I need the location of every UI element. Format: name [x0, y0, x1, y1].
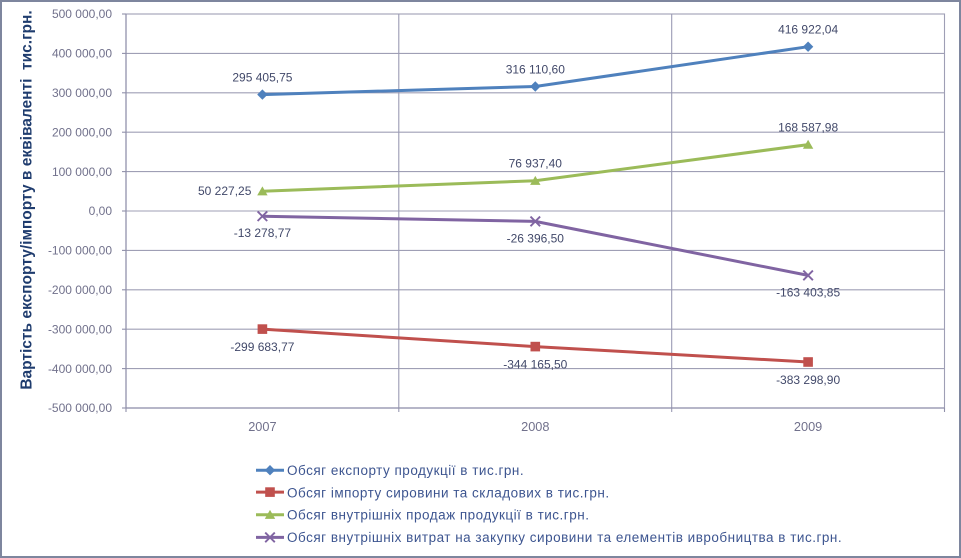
svg-text:500 000,00: 500 000,00	[52, 7, 112, 21]
svg-text:Обсяг внутрішніх продаж продук: Обсяг внутрішніх продаж продукції в тис.…	[287, 508, 589, 523]
svg-text:416 922,04: 416 922,04	[778, 23, 838, 37]
svg-text:-200 000,00: -200 000,00	[48, 283, 112, 297]
svg-text:316 110,60: 316 110,60	[506, 63, 565, 77]
svg-text:2008: 2008	[521, 419, 549, 434]
svg-text:76 937,40: 76 937,40	[509, 157, 563, 171]
svg-text:Вартість експорту/імпорту в ек: Вартість експорту/імпорту в еквіваленті …	[19, 10, 36, 389]
svg-text:168 587,98: 168 587,98	[778, 121, 838, 135]
svg-text:50 227,25: 50 227,25	[198, 184, 252, 198]
svg-text:400 000,00: 400 000,00	[52, 47, 112, 61]
svg-text:300 000,00: 300 000,00	[52, 86, 112, 100]
svg-text:-500 000,00: -500 000,00	[48, 401, 112, 415]
svg-text:200 000,00: 200 000,00	[52, 125, 112, 139]
svg-text:-400 000,00: -400 000,00	[48, 362, 112, 376]
svg-text:-300 000,00: -300 000,00	[48, 322, 112, 336]
svg-text:295 405,75: 295 405,75	[232, 71, 292, 85]
svg-text:-299 683,77: -299 683,77	[230, 340, 294, 354]
svg-text:-26 396,50: -26 396,50	[507, 231, 565, 245]
svg-text:-383 298,90: -383 298,90	[776, 373, 840, 387]
svg-text:2007: 2007	[248, 419, 276, 434]
svg-text:-344 165,50: -344 165,50	[503, 358, 567, 372]
svg-text:Обсяг експорту продукції в тис: Обсяг експорту продукції в тис.грн.	[287, 463, 524, 478]
svg-text:-163 403,85: -163 403,85	[776, 285, 840, 299]
svg-text:-13 278,77: -13 278,77	[234, 226, 292, 240]
svg-text:2009: 2009	[794, 419, 822, 434]
svg-text:100 000,00: 100 000,00	[52, 165, 112, 179]
svg-text:0,00: 0,00	[89, 204, 113, 218]
svg-text:-100 000,00: -100 000,00	[48, 244, 112, 258]
svg-text:Обсяг внутрішніх витрат на зак: Обсяг внутрішніх витрат на закупку сиров…	[287, 530, 842, 545]
svg-text:Обсяг імпорту сировини та скла: Обсяг імпорту сировини та складових в ти…	[287, 485, 610, 500]
